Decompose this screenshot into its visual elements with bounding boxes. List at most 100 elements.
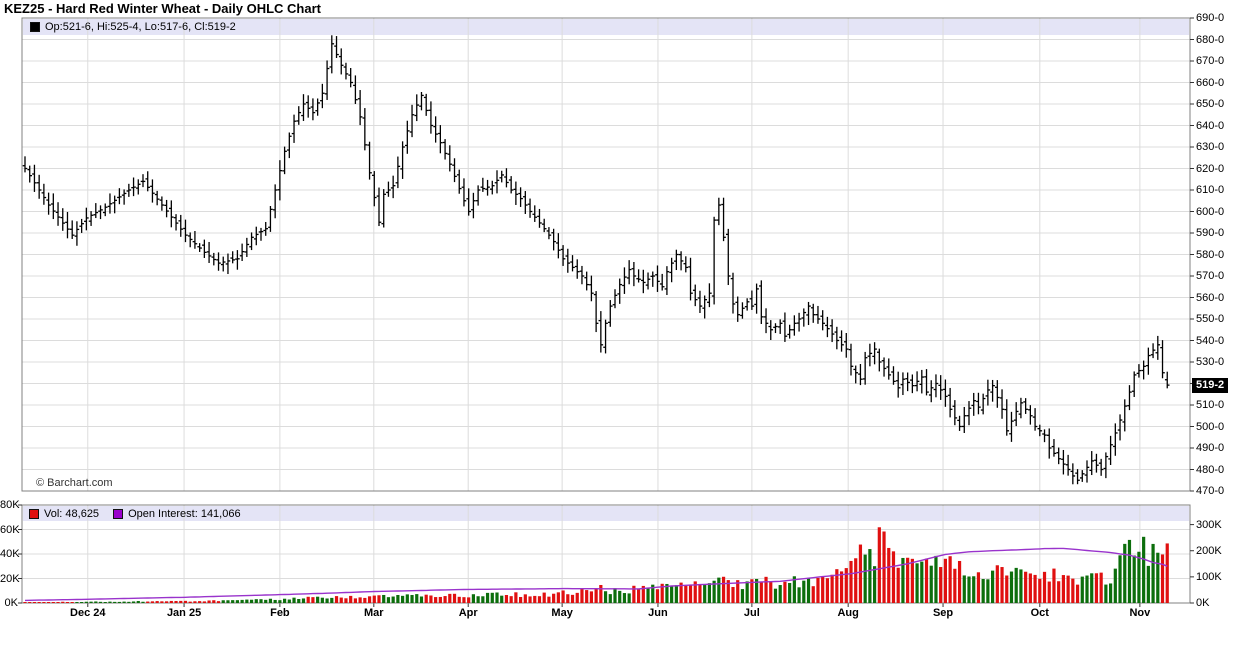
volume-axis-right-label: 200K xyxy=(1196,544,1222,557)
volume-bar-up xyxy=(245,599,249,603)
volume-bar-down xyxy=(146,601,150,603)
volume-bar-up xyxy=(98,601,103,603)
volume-bar-down xyxy=(183,600,188,603)
open-interest-legend-text: Open Interest: 141,066 xyxy=(128,508,241,520)
volume-bar-down xyxy=(906,557,910,603)
volume-bar-up xyxy=(84,601,88,603)
volume-bar-up xyxy=(1019,569,1023,603)
volume-bar-down xyxy=(1061,575,1065,603)
volume-legend-swatch-icon xyxy=(29,509,39,519)
volume-bar-up xyxy=(646,587,650,603)
volume-bar-down xyxy=(953,568,957,603)
volume-bar-up xyxy=(254,599,258,603)
volume-bar-down xyxy=(830,574,834,603)
volume-bar-up xyxy=(915,563,919,603)
volume-bar-down xyxy=(519,596,523,603)
x-axis-month-label: Aug xyxy=(837,607,859,619)
volume-bar-down xyxy=(759,582,763,603)
price-axis-label: 530-0 xyxy=(1196,356,1225,368)
volume-bar-down xyxy=(684,585,688,603)
volume-bar-down xyxy=(207,600,211,603)
volume-bar-down xyxy=(891,551,896,603)
volume-bar-up xyxy=(1090,573,1094,603)
x-axis-month-label: Nov xyxy=(1129,607,1151,619)
volume-bar-down xyxy=(858,544,863,603)
volume-bar-up xyxy=(665,583,669,603)
volume-bar-down xyxy=(589,591,593,603)
volume-bar-down xyxy=(839,571,844,603)
volume-bar-up xyxy=(797,587,801,603)
price-axis-label: 680-0 xyxy=(1196,33,1225,46)
barchart-watermark[interactable]: © Barchart.com xyxy=(36,477,113,489)
volume-bar-up xyxy=(934,555,938,603)
price-axis-label: 490-0 xyxy=(1196,442,1225,454)
volume-bar-down xyxy=(1000,567,1004,603)
volume-bar-down xyxy=(339,597,343,603)
volume-bar-up xyxy=(788,583,792,603)
price-axis-label: 650-0 xyxy=(1196,98,1225,110)
volume-bar-down xyxy=(1042,571,1047,603)
volume-bar-up xyxy=(264,599,268,603)
price-axis-label: 560-0 xyxy=(1196,291,1225,304)
volume-bar-up xyxy=(1151,543,1155,603)
volume-bar-up xyxy=(863,554,867,603)
volume-bar-up xyxy=(1109,583,1113,603)
price-axis-label: 690-0 xyxy=(1196,12,1225,24)
volume-bar-down xyxy=(424,594,428,603)
volume-axis-left-label: 60K xyxy=(0,523,20,536)
volume-bar-up xyxy=(991,570,995,603)
volume-bar-up xyxy=(1014,567,1018,603)
volume-bar-down xyxy=(688,584,693,603)
volume-bar-down xyxy=(849,560,853,603)
volume-bar-up xyxy=(325,598,329,603)
volume-bar-down xyxy=(1066,575,1070,603)
volume-bar-down xyxy=(65,602,70,603)
volume-bar-down xyxy=(552,593,556,603)
volume-bar-up xyxy=(778,585,782,603)
volume-bar-down xyxy=(655,589,660,603)
volume-bar-down xyxy=(344,598,348,603)
volume-bar-down xyxy=(528,596,532,603)
volume-bar-down xyxy=(556,592,560,603)
volume-bar-up xyxy=(1137,551,1141,603)
volume-bar-up xyxy=(608,594,612,603)
volume-bar-down xyxy=(523,594,527,603)
volume-bar-up xyxy=(1123,543,1127,603)
price-axis-label: 670-0 xyxy=(1196,55,1225,67)
volume-bar-down xyxy=(585,590,589,603)
volume-bar-up xyxy=(89,601,93,603)
volume-bar-down xyxy=(377,595,381,603)
last-price-badge: 519-2 xyxy=(1192,377,1229,393)
volume-bar-down xyxy=(816,577,820,603)
price-axis-label: 500-0 xyxy=(1196,420,1225,433)
volume-bar-down xyxy=(750,579,754,603)
volume-bar-up xyxy=(773,588,778,603)
volume-bar-up xyxy=(613,588,617,603)
price-axis-label: 640-0 xyxy=(1196,119,1225,132)
volume-bar-up xyxy=(712,580,716,603)
volume-bar-up xyxy=(75,602,79,603)
volume-bar-up xyxy=(108,601,112,603)
volume-bar-down xyxy=(150,601,155,603)
volume-bar-down xyxy=(1033,574,1037,603)
volume-bar-up xyxy=(287,599,291,603)
volume-bar-down xyxy=(32,602,37,603)
volume-bar-up xyxy=(1085,575,1089,603)
volume-bar-down xyxy=(212,600,216,603)
volume-bar-down xyxy=(179,600,183,603)
volume-bar-down xyxy=(70,602,74,603)
volume-bar-up xyxy=(901,557,905,603)
volume-bar-down xyxy=(306,596,310,603)
volume-bar-up xyxy=(316,596,320,603)
volume-bar-down xyxy=(542,592,546,603)
volume-bar-up xyxy=(283,598,287,603)
volume-axis-left-label: 20K xyxy=(0,572,20,585)
volume-legend: Vol: 48,625 Open Interest: 141,066 xyxy=(29,507,241,521)
volume-bar-up xyxy=(1009,571,1014,603)
ohlc-legend-text: Op:521-6, Hi:525-4, Lo:517-6, Cl:519-2 xyxy=(45,21,236,33)
volume-bar-up xyxy=(745,581,749,603)
volume-bar-up xyxy=(1156,552,1160,603)
volume-bar-up xyxy=(235,600,239,603)
volume-bar-down xyxy=(835,569,839,603)
